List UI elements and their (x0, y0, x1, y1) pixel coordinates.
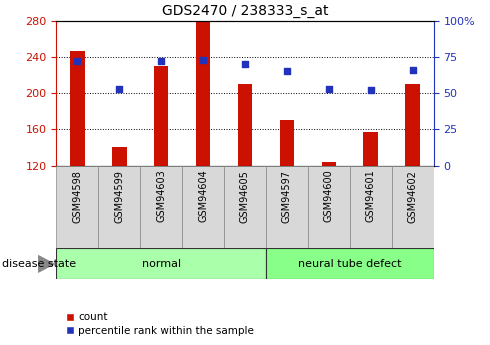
Point (199, 57, 207, 62)
Bar (266, 248, 434, 279)
Point (367, 88, 375, 93)
Bar (405, 84, 420, 166)
Bar (350, 166, 392, 248)
Text: GSM94603: GSM94603 (156, 170, 166, 223)
Text: GSM94605: GSM94605 (240, 170, 250, 223)
Bar (56, 166, 98, 248)
Bar (98, 166, 140, 248)
Bar (266, 166, 308, 248)
Bar (238, 84, 252, 166)
Bar (392, 166, 434, 248)
Bar (321, 162, 336, 166)
Point (283, 69, 291, 74)
Bar (112, 147, 126, 166)
Bar (154, 66, 169, 166)
Bar (224, 166, 266, 248)
Point (115, 86, 123, 91)
Bar (140, 166, 182, 248)
Bar (280, 120, 294, 166)
Text: GSM94601: GSM94601 (366, 170, 376, 223)
Bar (308, 166, 350, 248)
Bar (364, 132, 378, 166)
Title: GDS2470 / 238333_s_at: GDS2470 / 238333_s_at (162, 4, 328, 18)
Bar (56, 248, 266, 279)
Text: normal: normal (142, 259, 181, 269)
Text: neural tube defect: neural tube defect (298, 259, 402, 269)
Point (74, 59, 81, 64)
Point (241, 61, 249, 67)
Polygon shape (38, 256, 54, 272)
Text: disease state: disease state (2, 259, 76, 269)
Text: GSM94597: GSM94597 (282, 170, 292, 223)
Bar (70, 51, 85, 166)
Legend: count, percentile rank within the sample: count, percentile rank within the sample (62, 308, 258, 340)
Text: GSM94600: GSM94600 (324, 170, 334, 223)
Bar (196, 21, 210, 166)
Text: GSM94604: GSM94604 (198, 170, 208, 223)
Bar (182, 166, 224, 248)
Point (409, 67, 416, 73)
Text: GSM94599: GSM94599 (114, 170, 124, 223)
Text: GSM94598: GSM94598 (73, 170, 82, 223)
Point (325, 86, 333, 91)
Text: GSM94602: GSM94602 (408, 170, 417, 223)
Point (157, 59, 165, 64)
